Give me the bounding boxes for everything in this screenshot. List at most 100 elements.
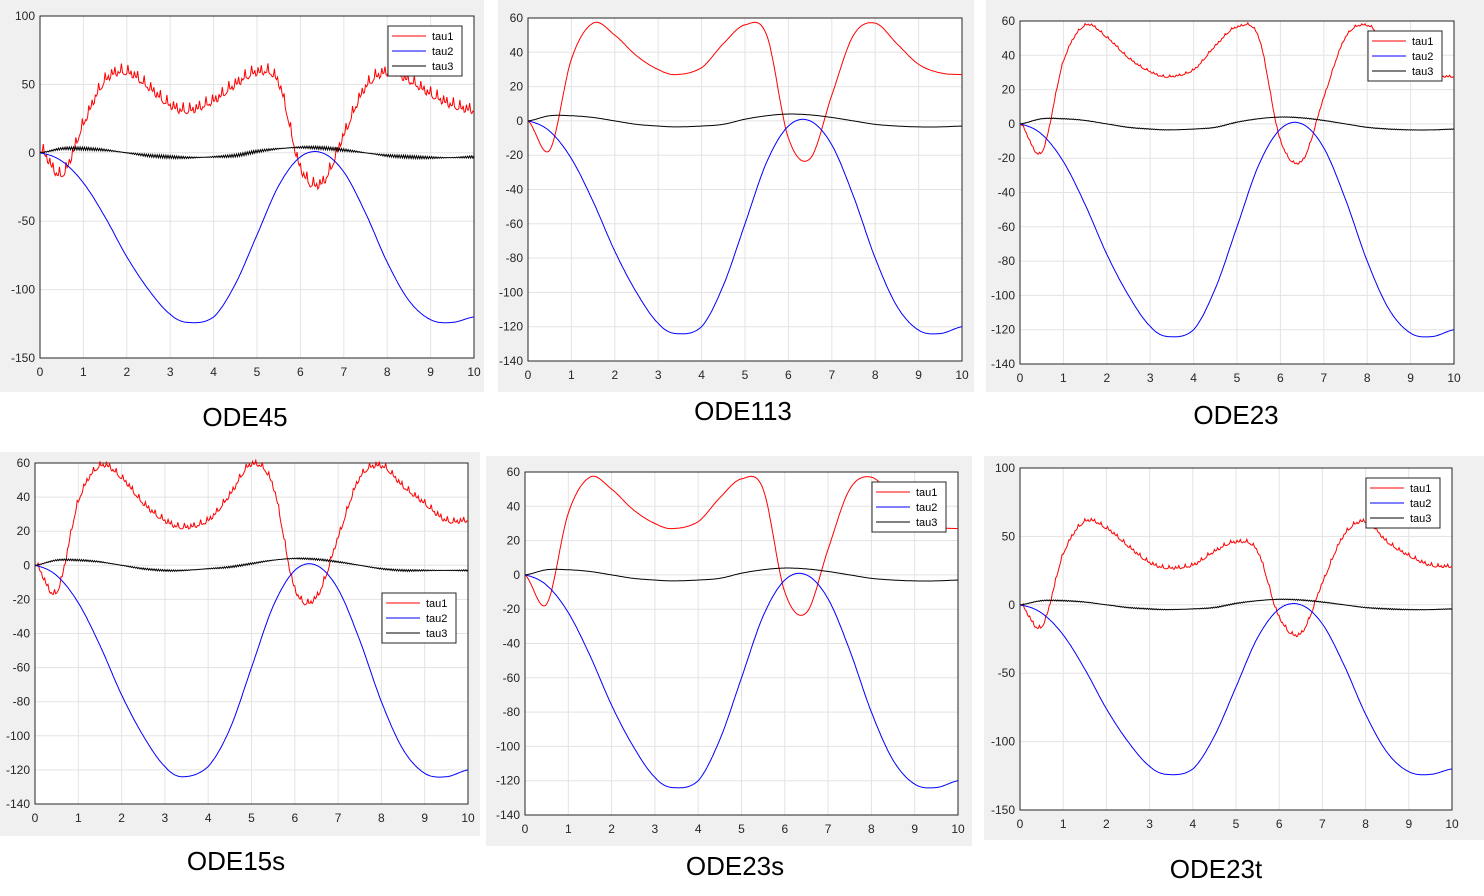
legend: tau1 tau2 tau3 bbox=[1365, 477, 1441, 529]
plot-frame bbox=[39, 15, 475, 359]
x-tick-label: 8 bbox=[872, 368, 879, 382]
chart-ode23s: 0 1 2 3 4 5 6 7 8 9 10 -140 -120 -100 -80 -60 -40 -20 0 20 4… bbox=[496, 465, 965, 836]
legend-label-tau1: tau1 bbox=[916, 487, 937, 499]
y-tick-label: 20 bbox=[1002, 83, 1016, 97]
x-tick-label: 4 bbox=[205, 811, 212, 825]
y-tick-label: -120 bbox=[6, 763, 30, 777]
x-tick-label: 6 bbox=[1277, 371, 1284, 385]
legend-label-tau2: tau2 bbox=[1412, 51, 1433, 63]
chart-ode23t: 0 1 2 3 4 5 6 7 8 9 10-150-100-50050100tau1tau2tau… bbox=[991, 461, 1459, 831]
x-tick-label: 9 bbox=[421, 811, 428, 825]
y-tick-label: -100 bbox=[991, 735, 1015, 749]
x-tick-label: 0 bbox=[37, 365, 44, 379]
y-tick-label: -60 bbox=[998, 220, 1016, 234]
x-tick-label: 1 bbox=[1060, 817, 1067, 831]
x-tick-label: 5 bbox=[1234, 371, 1241, 385]
x-tick-label: 3 bbox=[655, 368, 662, 382]
legend-label-tau3: tau3 bbox=[1410, 513, 1431, 525]
x-tick-label: 9 bbox=[1405, 817, 1412, 831]
y-tick-label: 100 bbox=[995, 461, 1015, 475]
legend-label-tau3: tau3 bbox=[1412, 66, 1433, 78]
y-tick-label: 20 bbox=[507, 534, 521, 548]
y-tick-label: -20 bbox=[506, 148, 524, 162]
legend-label-tau2: tau2 bbox=[426, 613, 447, 625]
x-tick-label: 10 bbox=[1445, 817, 1459, 831]
y-tick-label: -120 bbox=[496, 774, 520, 788]
series-line-tau2 bbox=[34, 563, 469, 778]
y-tick-label: 0 bbox=[513, 568, 520, 582]
x-tick-label: 2 bbox=[1103, 371, 1110, 385]
caption-ode45: ODE45 bbox=[202, 402, 288, 432]
legend-label-tau2: tau2 bbox=[432, 46, 453, 58]
x-tick-label: 4 bbox=[210, 365, 217, 379]
series-line-tau2 bbox=[527, 118, 963, 335]
chart-ode15s: 0 1 2 3 4 5 6 7 8 9 10 -140 -120 -100 -80 -60 -40 -20 0 20 4… bbox=[6, 456, 475, 825]
y-tick-label: 0 bbox=[28, 146, 35, 160]
x-tick-label: 3 bbox=[162, 811, 169, 825]
series-line-tau3 bbox=[524, 567, 959, 582]
x-tick-label: 5 bbox=[1233, 817, 1240, 831]
x-tick-label: 4 bbox=[1190, 371, 1197, 385]
caption-ode23t: ODE23t bbox=[1169, 854, 1263, 884]
legend-label-tau3: tau3 bbox=[426, 628, 447, 640]
y-tick-label: 60 bbox=[507, 465, 521, 479]
x-tick-label: 2 bbox=[123, 365, 130, 379]
x-tick-label: 9 bbox=[911, 822, 918, 836]
x-tick-label: 8 bbox=[868, 822, 875, 836]
x-tick-label: 3 bbox=[167, 365, 174, 379]
x-tick-label: 8 bbox=[1362, 817, 1369, 831]
caption-ode23: ODE23 bbox=[1193, 400, 1279, 430]
y-tick-label: 60 bbox=[1002, 14, 1016, 28]
y-tick-label: -40 bbox=[998, 186, 1016, 200]
legend: tau1 tau2 tau3 bbox=[871, 481, 947, 533]
series-line-tau2 bbox=[524, 572, 959, 789]
y-tick-label: -20 bbox=[13, 592, 31, 606]
x-tick-label: 8 bbox=[1364, 371, 1371, 385]
x-tick-label: 0 bbox=[1017, 817, 1024, 831]
y-tick-label: 20 bbox=[510, 80, 524, 94]
y-tick-label: -140 bbox=[991, 357, 1015, 371]
x-tick-label: 0 bbox=[1017, 371, 1024, 385]
series-line-tau2 bbox=[1019, 121, 1455, 338]
caption-ode113: ODE113 bbox=[694, 396, 792, 426]
series-line-tau3 bbox=[34, 557, 469, 573]
x-tick-label: 2 bbox=[611, 368, 618, 382]
x-tick-label: 6 bbox=[785, 368, 792, 382]
x-tick-label: 5 bbox=[738, 822, 745, 836]
x-tick-label: 3 bbox=[1146, 817, 1153, 831]
y-tick-label: 40 bbox=[510, 45, 524, 59]
y-tick-label: -80 bbox=[13, 695, 31, 709]
plot-frame bbox=[524, 471, 959, 816]
legend-label-tau3: tau3 bbox=[432, 61, 453, 73]
x-tick-label: 1 bbox=[568, 368, 575, 382]
x-tick-label: 7 bbox=[340, 365, 347, 379]
x-tick-label: 8 bbox=[378, 811, 385, 825]
plot-frame bbox=[34, 462, 469, 805]
y-tick-label: 40 bbox=[17, 490, 31, 504]
plot-frame bbox=[1019, 467, 1453, 811]
legend-label-tau1: tau1 bbox=[1410, 483, 1431, 495]
legend: tau1 tau2 tau3 bbox=[1367, 30, 1443, 82]
y-tick-label: 50 bbox=[22, 77, 36, 91]
y-tick-label: -60 bbox=[506, 217, 524, 231]
y-tick-label: 60 bbox=[510, 11, 524, 25]
y-tick-label: 40 bbox=[507, 499, 521, 513]
legend: tau1 tau2 tau3 bbox=[381, 592, 457, 644]
y-tick-label: 0 bbox=[23, 558, 30, 572]
x-tick-label: 1 bbox=[75, 811, 82, 825]
plot-frame bbox=[1019, 20, 1455, 365]
series-line-tau3 bbox=[1019, 598, 1453, 611]
series-line-tau3 bbox=[39, 144, 475, 161]
y-tick-label: -40 bbox=[503, 637, 521, 651]
y-tick-label: -20 bbox=[503, 602, 521, 616]
caption-ode23s: ODE23s bbox=[685, 851, 785, 881]
x-tick-label: 3 bbox=[1147, 371, 1154, 385]
chart-ode23: 0 1 2 3 4 5 6 7 8 9 10 -140 -120 -100 -80 -60 -40 -20 0 20 4… bbox=[991, 14, 1461, 385]
x-tick-label: 7 bbox=[828, 368, 835, 382]
x-tick-label: 6 bbox=[781, 822, 788, 836]
y-tick-label: -140 bbox=[496, 808, 520, 822]
x-tick-label: 10 bbox=[467, 365, 481, 379]
x-tick-label: 10 bbox=[1447, 371, 1461, 385]
y-tick-label: -150 bbox=[11, 351, 35, 365]
